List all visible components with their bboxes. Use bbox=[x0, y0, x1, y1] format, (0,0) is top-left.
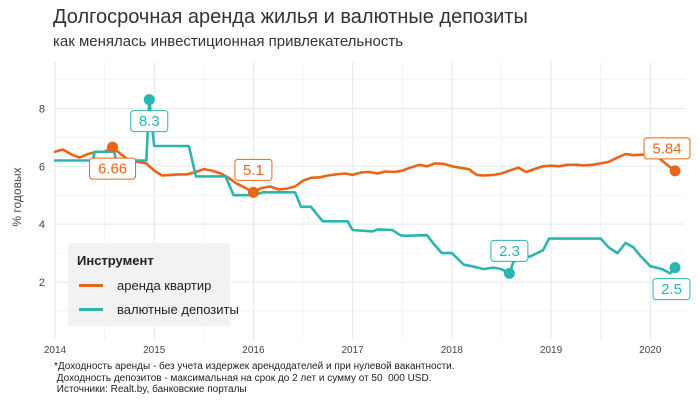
x-tick-label: 2020 bbox=[639, 345, 662, 356]
x-tick-label: 2017 bbox=[342, 345, 365, 356]
x-tick-label: 2019 bbox=[540, 345, 563, 356]
data-point bbox=[669, 165, 681, 177]
x-axis-ticks: 2014 2015 2016 2017 2018 2019 2020 bbox=[44, 345, 662, 356]
data-point bbox=[503, 267, 515, 279]
legend-label-rent: аренда квартир bbox=[117, 278, 212, 293]
y-tick-label: 8 bbox=[39, 103, 45, 115]
legend-title: Инструмент bbox=[77, 253, 154, 268]
chart-subtitle: как менялась инвестиционная привлекатель… bbox=[53, 33, 404, 50]
legend-item-rent: аренда квартир bbox=[77, 276, 227, 296]
legend-item-deposits: валютные депозиты bbox=[77, 300, 239, 320]
data-point bbox=[143, 94, 155, 106]
legend-swatch-deposits bbox=[79, 308, 103, 311]
data-label: 2.5 bbox=[661, 281, 682, 298]
data-point bbox=[107, 141, 119, 153]
y-tick-label: 4 bbox=[39, 219, 45, 231]
series-lines bbox=[53, 98, 677, 275]
data-label-box bbox=[89, 157, 137, 180]
y-axis-ticks: 2 4 6 8 bbox=[39, 103, 45, 289]
data-label: 2.3 bbox=[499, 243, 520, 260]
series-line-0 bbox=[53, 145, 677, 194]
data-label-box bbox=[234, 158, 273, 181]
series-line-1 bbox=[53, 98, 677, 275]
y-tick-label: 6 bbox=[39, 161, 45, 173]
x-tick-label: 2014 bbox=[44, 345, 67, 356]
data-label-box bbox=[130, 110, 169, 133]
x-tick-label: 2015 bbox=[143, 345, 166, 356]
legend-label-deposits: валютные депозиты bbox=[117, 302, 239, 317]
data-point bbox=[247, 186, 259, 198]
data-label: 6.66 bbox=[98, 161, 127, 178]
legend: Инструмент аренда квартир валютные депоз… bbox=[68, 243, 239, 326]
data-label: 5.84 bbox=[652, 140, 681, 157]
data-label-box bbox=[643, 137, 691, 160]
data-annotations: 6.66 5.1 5.84 8.3 2.3 2.5 bbox=[89, 94, 691, 301]
chart-title: Долгосрочная аренда жилья и валютные деп… bbox=[53, 6, 528, 28]
chart-caption: *Доходность аренды - без учета издержек … bbox=[54, 361, 455, 395]
legend-swatch-rent bbox=[79, 284, 103, 287]
data-label: 5.1 bbox=[243, 162, 264, 179]
y-tick-label: 2 bbox=[39, 277, 45, 289]
data-label-box bbox=[490, 239, 529, 262]
data-label: 8.3 bbox=[139, 113, 160, 130]
data-label-box bbox=[652, 278, 691, 301]
data-point bbox=[669, 262, 681, 274]
x-tick-label: 2016 bbox=[242, 345, 265, 356]
x-tick-label: 2018 bbox=[441, 345, 464, 356]
